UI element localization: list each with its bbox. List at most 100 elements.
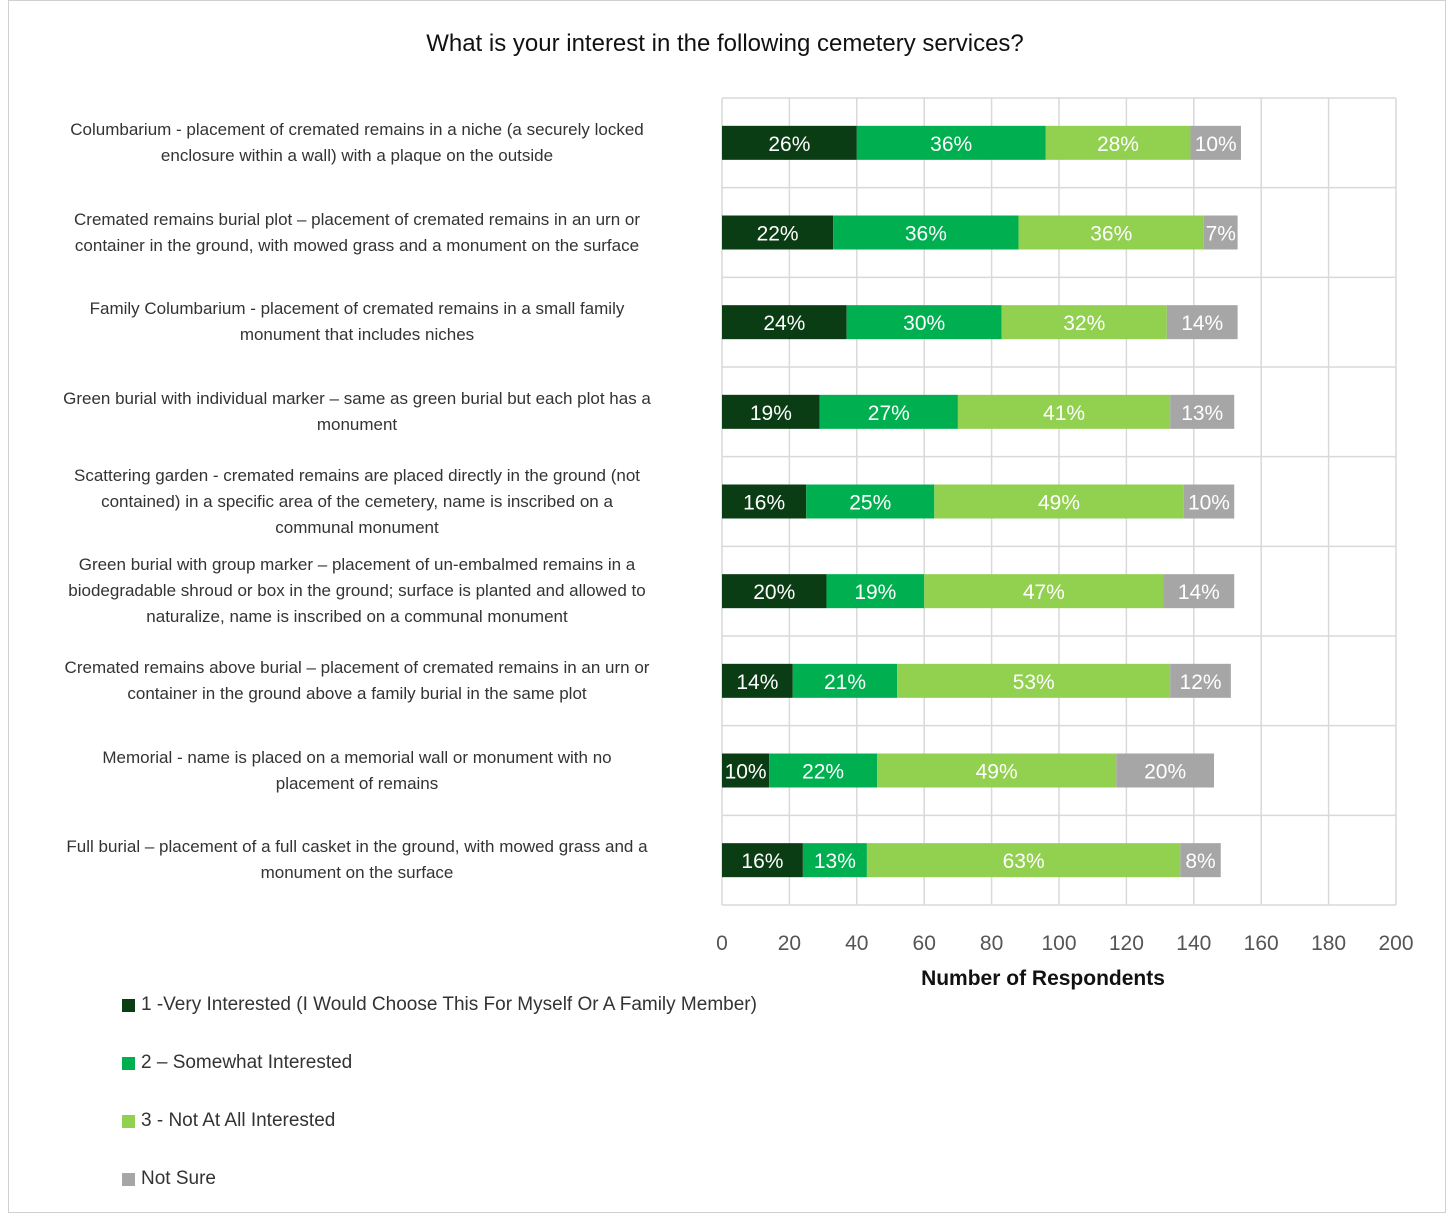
- bar-data-label: 36%: [905, 223, 947, 246]
- bar-data-label: 27%: [868, 402, 910, 425]
- category-label-line: Cremated remains burial plot – placement…: [74, 209, 640, 229]
- bar-data-label: 24%: [763, 312, 805, 335]
- category-label-line: container in the ground, with mowed gras…: [74, 235, 640, 255]
- category-label-line: Full burial – placement of a full casket…: [66, 837, 648, 857]
- bar-segment: [722, 574, 827, 609]
- legend-label: Not Sure: [141, 1168, 216, 1189]
- x-tick-label: 80: [980, 932, 1003, 955]
- bar-segment: [1190, 125, 1241, 160]
- category-label: Full burial – placement of a full casket…: [12, 834, 702, 886]
- legend-item: Not Sure: [122, 1168, 216, 1190]
- category-label: Green burial with group marker – placeme…: [12, 552, 702, 630]
- bar-data-label: 10%: [725, 761, 767, 784]
- bar-data-label: 22%: [757, 223, 799, 246]
- bar-segment: [846, 305, 1002, 340]
- bar-segment: [722, 125, 857, 160]
- bar-segment: [722, 215, 834, 250]
- bar-data-label: 7%: [1206, 223, 1236, 246]
- bar-data-label: 10%: [1188, 492, 1230, 515]
- bar-data-label: 49%: [976, 761, 1018, 784]
- bar-data-label: 28%: [1097, 133, 1139, 156]
- bar-data-label: 41%: [1043, 402, 1085, 425]
- x-tick-label: 160: [1244, 932, 1279, 955]
- bar-data-label: 25%: [849, 492, 891, 515]
- bar-data-label: 26%: [768, 133, 810, 156]
- bar-segment: [1203, 215, 1238, 250]
- bar-segment: [819, 394, 958, 429]
- category-label-line: Memorial - name is placed on a memorial …: [102, 747, 612, 767]
- category-label-line: monument on the surface: [260, 863, 454, 883]
- category-label: Family Columbarium - placement of cremat…: [12, 296, 702, 348]
- bar-segment: [722, 394, 820, 429]
- bar-data-label: 14%: [1181, 312, 1223, 335]
- legend-item: 1 -Very Interested (I Would Choose This …: [122, 994, 757, 1016]
- bar-segment: [856, 125, 1046, 160]
- category-label: Scattering garden - cremated remains are…: [12, 463, 702, 541]
- legend-swatch: [122, 1172, 135, 1186]
- category-label: Memorial - name is placed on a memorial …: [12, 745, 702, 797]
- bar-data-label: 30%: [903, 312, 945, 335]
- category-label-line: monument: [316, 414, 398, 434]
- x-tick-label: 60: [913, 932, 936, 955]
- bar-segment: [1166, 305, 1238, 340]
- category-label-line: Scattering garden - cremated remains are…: [73, 465, 641, 485]
- bar-segment: [833, 215, 1019, 250]
- category-label-line: Green burial with group marker – placeme…: [78, 555, 636, 575]
- bar-segment: [1183, 484, 1235, 519]
- bar-segment: [806, 484, 935, 519]
- x-tick-label: 100: [1041, 932, 1076, 955]
- x-tick-label: 140: [1176, 932, 1211, 955]
- bar-segment: [1180, 843, 1221, 878]
- category-label: Cremated remains burial plot – placement…: [12, 207, 702, 259]
- category-label-line: monument that includes niches: [239, 325, 475, 345]
- bar-segment: [826, 574, 925, 609]
- bar-data-label: 8%: [1185, 850, 1215, 873]
- bar-data-label: 21%: [824, 671, 866, 694]
- category-label-line: Family Columbarium - placement of cremat…: [89, 299, 625, 319]
- category-label: Columbarium - placement of cremated rema…: [12, 117, 702, 169]
- bar-segment: [866, 843, 1181, 878]
- legend-swatch: [122, 1056, 135, 1070]
- bar-segment: [769, 753, 878, 788]
- legend-item: 2 – Somewhat Interested: [122, 1052, 352, 1074]
- bar-segment: [722, 843, 803, 878]
- bar-data-label: 63%: [1003, 850, 1045, 873]
- bar-data-label: 14%: [1178, 581, 1220, 604]
- legend-label: 1 -Very Interested (I Would Choose This …: [141, 994, 757, 1015]
- bar-data-label: 47%: [1023, 581, 1065, 604]
- bar-labels: 26% 36% 28% 10% 22% 36% 36% 7% 24% 30% 32% 14% 19% 27…: [725, 133, 1237, 873]
- bar-segment: [897, 663, 1171, 698]
- bar-segment: [1116, 753, 1215, 788]
- category-label-line: Cremated remains above burial – placemen…: [64, 657, 650, 677]
- legend-item: 3 - Not At All Interested: [122, 1110, 335, 1132]
- bar-chart: 26% 36% 28% 10% 22% 36% 36% 7% 24% 30% 32% 14% 19% 27…: [716, 97, 1414, 990]
- category-label-line: Green burial with individual marker – sa…: [63, 388, 651, 408]
- bar-data-label: 16%: [743, 492, 785, 515]
- category-label-line: communal monument: [275, 517, 439, 537]
- x-axis-label: Number of Respondents: [921, 967, 1165, 990]
- bar-data-label: 53%: [1013, 671, 1055, 694]
- bar-data-label: 13%: [814, 850, 856, 873]
- legend-label: 2 – Somewhat Interested: [141, 1052, 353, 1073]
- bar-data-label: 12%: [1180, 671, 1222, 694]
- bar-data-label: 19%: [750, 402, 792, 425]
- category-label-line: Columbarium - placement of cremated rema…: [70, 119, 644, 139]
- x-tick-label: 40: [845, 932, 868, 955]
- bar-data-label: 14%: [736, 671, 778, 694]
- legend-swatch: [122, 998, 135, 1012]
- bar-segment: [957, 394, 1171, 429]
- bar-data-label: 10%: [1195, 133, 1237, 156]
- bar-segment: [722, 753, 770, 788]
- bar-data-label: 36%: [1090, 223, 1132, 246]
- bar-segment: [877, 753, 1117, 788]
- bar-segment: [722, 484, 807, 519]
- category-label-line: naturalize, name is inscribed on a commu…: [146, 607, 568, 627]
- x-tick-labels: 0 20 40 60 80 100 120 140 160 180 200: [716, 932, 1413, 955]
- bars: [722, 125, 1241, 878]
- category-label-line: contained) in a specific area of the cem…: [101, 491, 613, 511]
- bar-data-label: 22%: [802, 761, 844, 784]
- bar-segment: [1170, 394, 1235, 429]
- x-tick-label: 20: [778, 932, 801, 955]
- chart-title: What is your interest in the following c…: [426, 30, 1024, 57]
- x-tick-label: 180: [1311, 932, 1346, 955]
